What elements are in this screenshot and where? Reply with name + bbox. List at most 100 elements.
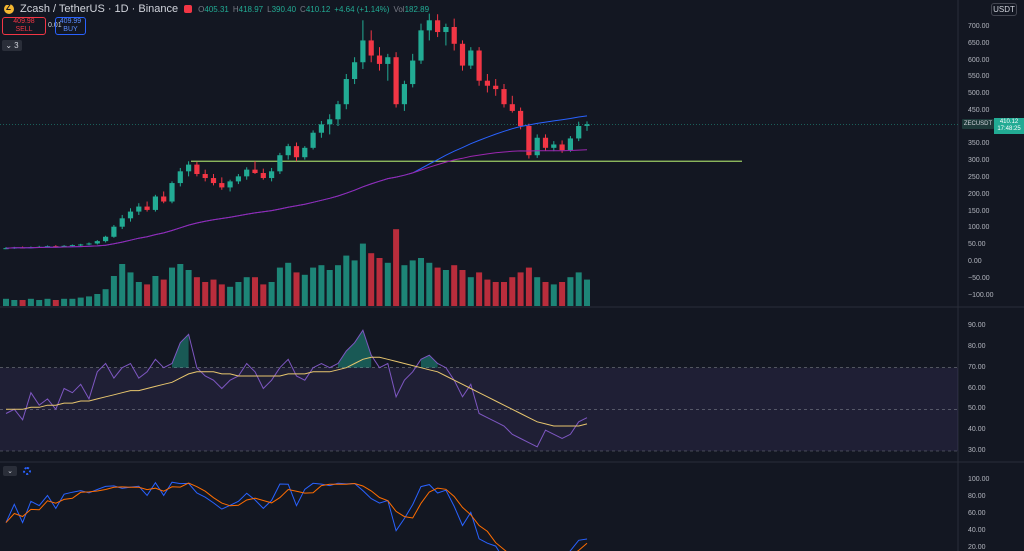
ohlc-value: 390.40 xyxy=(271,4,297,14)
volume-bar xyxy=(409,260,416,306)
settings-gear-icon[interactable] xyxy=(23,467,31,475)
candle-body xyxy=(103,236,109,242)
collapse-indicators-button[interactable]: ⌄ 3 xyxy=(2,40,22,51)
candle-body xyxy=(559,144,565,151)
buy-label: BUY xyxy=(63,26,78,33)
collapse-pane-button[interactable]: ⌄ xyxy=(3,466,17,476)
volume-bar xyxy=(359,243,366,306)
volume-bar xyxy=(276,267,283,306)
ohlc-item: H418.97 xyxy=(233,5,263,14)
symbol-title[interactable]: Zcash / TetherUS · 1D · Binance xyxy=(20,3,179,15)
candle-body xyxy=(136,206,142,212)
volume-bar xyxy=(235,282,242,306)
volume-bar xyxy=(27,298,34,306)
volume-bar xyxy=(559,282,566,306)
ohlc-item: +4.64 (+1.14%) xyxy=(334,5,389,14)
volume-bar xyxy=(501,282,507,306)
price-tick-label: 150.00 xyxy=(968,207,990,215)
candle-body xyxy=(285,146,291,156)
volume-bar xyxy=(492,282,499,306)
candle-body xyxy=(119,218,125,227)
market-status-icon xyxy=(184,5,193,13)
spread-value: 0.01 xyxy=(48,22,62,29)
candle-body xyxy=(111,226,117,237)
candle-body xyxy=(509,104,515,111)
sma-purple-line xyxy=(5,149,588,249)
candle-body xyxy=(293,146,300,158)
rsi-tick-label: 30.00 xyxy=(968,447,986,454)
volume-bar xyxy=(293,272,300,306)
rsi-overbought-fill xyxy=(421,355,438,368)
volume-bar xyxy=(418,258,424,306)
volume-bar xyxy=(3,298,9,306)
ohlc-readout: O405.31 H418.97 L390.40 C410.12 +4.64 (+1.14… xyxy=(198,5,429,14)
ohlc-item: O405.31 xyxy=(198,5,229,14)
candle-body xyxy=(169,183,175,202)
price-tick-label: 200.00 xyxy=(968,190,990,198)
volume-bar xyxy=(260,284,267,306)
candle-body xyxy=(202,174,208,179)
candle-body xyxy=(385,57,391,64)
sma-blue-line xyxy=(5,115,588,249)
candle-body xyxy=(269,171,275,179)
indicator-count: 3 xyxy=(14,41,19,50)
candle-body xyxy=(484,80,490,86)
sell-price: 409.98 xyxy=(13,18,35,25)
volume-bar xyxy=(426,262,433,306)
ohlc-value: 182.89 xyxy=(404,4,430,14)
candle-body xyxy=(177,171,183,184)
chevron-down-icon: ⌄ xyxy=(7,468,13,475)
candle-body xyxy=(584,124,590,126)
candle-body xyxy=(459,43,466,66)
candle-body xyxy=(194,164,200,175)
sell-button[interactable]: 409.98 SELL xyxy=(2,17,46,35)
volume-bar xyxy=(335,265,341,306)
price-tick-label: 350.00 xyxy=(968,140,990,148)
volume-bar xyxy=(368,253,375,306)
buy-button[interactable]: 409.99 BUY xyxy=(55,17,86,35)
volume-bar xyxy=(509,277,516,306)
rsi-overbought-fill xyxy=(338,330,372,368)
volume-bar xyxy=(94,294,101,306)
rsi-band xyxy=(0,367,958,451)
candle-body xyxy=(61,245,67,247)
volume-bar xyxy=(376,258,383,306)
volume-bar xyxy=(36,300,43,306)
rsi-tick-label: 40.00 xyxy=(968,426,986,434)
volume-bar xyxy=(202,282,209,306)
volume-bar xyxy=(210,279,217,306)
price-tick-label: 300.00 xyxy=(968,157,990,165)
rsi-ma-line xyxy=(6,356,588,427)
volume-bar xyxy=(193,277,200,306)
volume-bar xyxy=(218,284,225,306)
zcash-coin-icon xyxy=(4,3,14,14)
volume-bar xyxy=(550,284,557,306)
stoch-tick-label: 80.00 xyxy=(968,493,986,501)
sell-label: SELL xyxy=(15,26,33,33)
candle-body xyxy=(335,104,341,120)
volume-bar xyxy=(135,282,142,306)
candle-body xyxy=(435,20,441,33)
candle-body xyxy=(518,110,524,127)
candle-body xyxy=(410,60,416,85)
candle-body xyxy=(252,169,258,173)
volume-bar xyxy=(110,276,117,306)
ohlc-value: +4.64 (+1.14%) xyxy=(334,4,390,14)
candle-body xyxy=(44,246,51,248)
price-tick-label: 500.00 xyxy=(968,90,990,98)
volume-bar xyxy=(44,298,51,306)
candle-body xyxy=(86,243,92,245)
volume-bar xyxy=(119,264,126,306)
candle-body xyxy=(501,89,507,105)
rsi-line xyxy=(5,329,588,448)
candle-body xyxy=(418,30,424,61)
currency-button[interactable]: USDT xyxy=(991,3,1017,16)
price-tick-label: 50.00 xyxy=(968,241,986,249)
volume-bar xyxy=(177,264,184,306)
candle-body xyxy=(567,138,573,151)
volume-bar xyxy=(301,274,308,306)
rsi-tick-label: 70.00 xyxy=(968,363,986,371)
volume-bar xyxy=(310,267,317,306)
ohlc-item: Vol182.89 xyxy=(393,5,429,14)
